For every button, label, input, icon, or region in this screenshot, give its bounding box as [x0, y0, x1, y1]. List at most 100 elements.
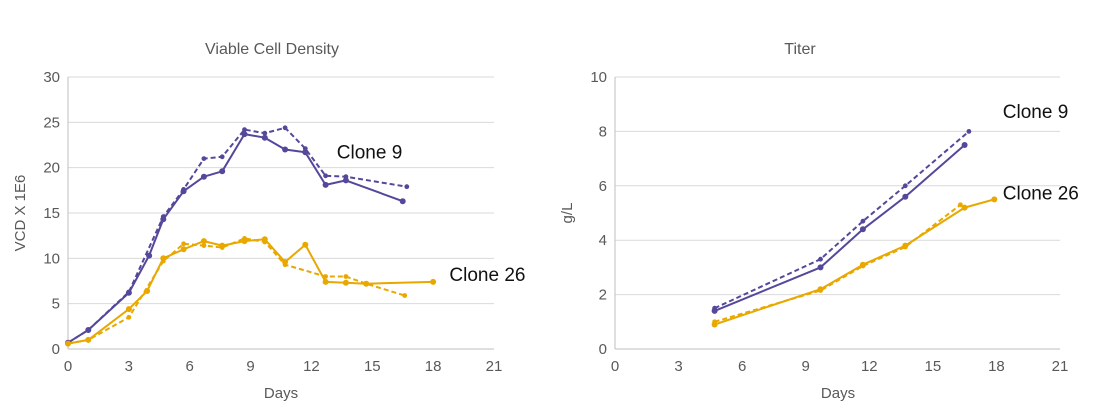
y-tick-label: 10 — [43, 250, 60, 267]
series-line-clone-26-dashed — [67, 237, 405, 345]
x-tick-label: 6 — [738, 358, 746, 375]
data-point — [219, 168, 226, 175]
data-point — [181, 187, 187, 192]
y-tick-label: 5 — [52, 296, 60, 313]
data-point — [85, 337, 91, 343]
titer-x-axis-label: Days — [821, 385, 855, 402]
data-point — [322, 278, 329, 285]
data-point — [282, 262, 288, 268]
data-point — [146, 252, 153, 259]
data-point — [302, 146, 308, 152]
data-point — [160, 258, 166, 264]
data-point — [966, 129, 972, 134]
series-label: Clone 26 — [1003, 183, 1079, 204]
x-tick-label: 18 — [988, 358, 1005, 375]
series-line-clone-26-solid — [67, 238, 434, 345]
data-point — [961, 204, 968, 211]
data-point — [262, 130, 268, 136]
data-point — [902, 193, 909, 200]
x-tick-label: 21 — [486, 358, 503, 375]
data-point — [65, 341, 71, 346]
data-point — [712, 305, 717, 311]
data-point — [181, 241, 187, 247]
series-label: Clone 26 — [449, 265, 525, 286]
vcd-x-axis-label: Days — [264, 385, 298, 402]
data-point — [201, 243, 207, 249]
data-point — [282, 125, 288, 131]
data-point — [402, 293, 408, 298]
data-point — [160, 214, 166, 220]
data-point — [363, 281, 369, 287]
series-line-clone-9-solid — [67, 133, 404, 344]
data-point — [399, 198, 406, 205]
x-tick-label: 18 — [425, 358, 442, 375]
x-tick-label: 0 — [611, 358, 619, 375]
y-tick-label: 0 — [52, 341, 60, 358]
data-point — [342, 279, 349, 286]
x-tick-label: 15 — [364, 358, 381, 375]
data-point — [200, 238, 207, 245]
x-tick-label: 9 — [802, 358, 810, 375]
y-tick-label: 0 — [599, 341, 607, 358]
data-point — [817, 264, 824, 271]
data-point — [219, 245, 225, 250]
data-point — [323, 274, 328, 279]
data-point — [860, 218, 866, 224]
titer-y-axis-label: g/L — [559, 203, 576, 224]
data-point — [302, 241, 309, 248]
data-point — [201, 156, 207, 162]
data-point — [343, 174, 349, 180]
data-point — [242, 127, 247, 132]
data-point — [430, 278, 437, 285]
data-point — [712, 319, 717, 325]
y-tick-label: 2 — [599, 287, 607, 304]
series-line-clone-26-solid — [714, 198, 995, 326]
x-tick-label: 12 — [303, 358, 320, 375]
x-tick-label: 15 — [925, 358, 942, 375]
x-tick-label: 3 — [125, 358, 133, 375]
y-tick-label: 20 — [43, 160, 60, 177]
vcd-y-axis-label: VCD X 1E6 — [12, 175, 29, 252]
series-line-clone-9-solid — [714, 144, 966, 312]
data-point — [242, 236, 247, 241]
series-line-clone-26-dashed — [714, 204, 962, 323]
data-point — [902, 183, 908, 189]
data-point — [902, 244, 908, 250]
data-point — [85, 327, 91, 333]
data-point — [262, 239, 268, 245]
data-point — [323, 173, 328, 179]
data-point — [859, 226, 866, 233]
series-line-clone-9-dashed — [714, 130, 970, 310]
x-tick-label: 0 — [64, 358, 72, 375]
vcd-chart-plot: 0 5 10 15 20 25 30 0 3 6 9 12 15 18 21 Clone 9 Clone 26 — [43, 69, 525, 375]
y-tick-label: 6 — [599, 178, 607, 195]
data-point — [200, 173, 207, 180]
y-tick-label: 15 — [43, 205, 60, 222]
y-tick-label: 8 — [599, 123, 607, 140]
data-point — [322, 181, 329, 188]
data-point — [219, 154, 225, 160]
x-tick-label: 21 — [1052, 358, 1069, 375]
series-label: Clone 9 — [337, 143, 403, 164]
x-tick-label: 9 — [246, 358, 254, 375]
series-line-clone-9-dashed — [67, 126, 407, 344]
data-point — [343, 274, 349, 279]
y-tick-label: 10 — [590, 69, 607, 86]
x-tick-label: 3 — [674, 358, 682, 375]
data-point — [958, 202, 963, 208]
titer-chart-title: Titer — [784, 41, 816, 58]
data-point — [342, 177, 349, 184]
data-point — [126, 289, 132, 295]
data-point — [818, 256, 823, 262]
titer-chart-plot: 0 2 4 6 8 10 0 3 6 9 12 15 18 21 Clone 9 Clone 26 — [590, 69, 1079, 375]
x-tick-label: 12 — [861, 358, 878, 375]
data-point — [261, 134, 268, 141]
data-point — [991, 196, 998, 203]
data-point — [961, 142, 968, 148]
x-tick-label: 6 — [186, 358, 194, 375]
data-point — [404, 184, 410, 190]
data-point — [125, 306, 132, 313]
vcd-chart-title: Viable Cell Density — [205, 41, 339, 58]
